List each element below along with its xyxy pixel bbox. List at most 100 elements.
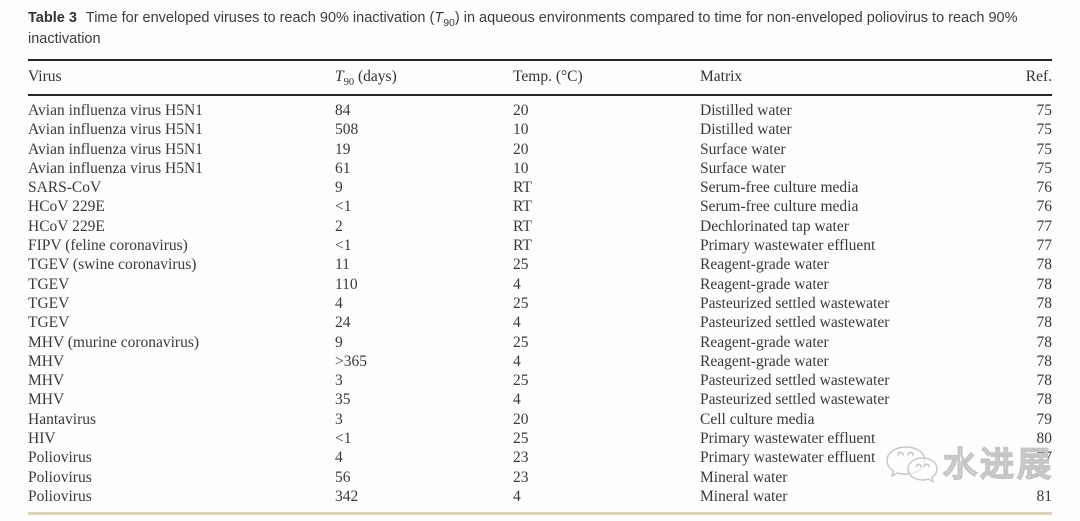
table-cell-t90: >365 (335, 352, 367, 370)
table-cell-ref: 75 (1036, 102, 1053, 119)
table-cell-temp: RT (513, 237, 532, 255)
table-row: HIV <1 25 Primary wastewater effluent 80 (28, 429, 1052, 448)
table-cell-virus: TGEV (28, 294, 70, 312)
table-cell-matrix: Serum-free culture media (700, 198, 859, 216)
table-cell-matrix: Mineral water (700, 487, 788, 505)
table-cell-ref: 75 (1036, 121, 1053, 139)
col-header-matrix: Matrix (700, 59, 1005, 96)
table-cell-t90: 2 (335, 217, 343, 235)
table-row: TGEV 4 25 Pasteurized settled wastewater 78 (28, 294, 1052, 313)
col-header-ref: Ref. (1005, 59, 1052, 96)
bottom-rule (28, 512, 1052, 516)
table-cell-temp: 23 (513, 468, 529, 486)
table-caption: Table 3 Time for enveloped viruses to rea… (28, 8, 1052, 50)
col-header-virus: Virus (28, 59, 335, 96)
table-cell-matrix: Serum-free culture media (700, 179, 859, 197)
table-cell-temp: RT (513, 217, 532, 235)
table-cell-virus: Avian influenza virus H5N1 (28, 121, 203, 139)
table-cell-virus: Avian influenza virus H5N1 (28, 159, 203, 177)
table-cell-t90: <1 (335, 430, 352, 448)
table-cell-t90: <1 (335, 237, 352, 255)
table-cell-ref: 78 (1036, 314, 1053, 332)
table-cell-temp: 4 (513, 314, 521, 332)
table-cell-ref: 78 (1036, 256, 1053, 274)
table-cell-temp: 25 (513, 256, 529, 274)
table-row: Poliovirus 342 4 Mineral water 81 (28, 487, 1052, 512)
table-row: TGEV 110 4 Reagent-grade water 78 (28, 275, 1052, 294)
table-row: Avian influenza virus H5N1 84 20 Distilled … (28, 95, 1052, 120)
table-cell-t90: 9 (335, 179, 343, 197)
table-cell-matrix: Surface water (700, 159, 786, 177)
table-cell-t90: 3 (335, 372, 343, 390)
table-cell-matrix: Reagent-grade water (700, 333, 829, 351)
table-row: HCoV 229E 2 RT Dechlorinated tap water 77 (28, 217, 1052, 236)
table-cell-virus: MHV (murine coronavirus) (28, 333, 200, 351)
table-row: Poliovirus 56 23 Mineral water (28, 468, 1052, 487)
col-header-temp: Temp. (°C) (513, 59, 700, 96)
table-row: TGEV 24 4 Pasteurized settled wastewater 78 (28, 313, 1052, 332)
table-cell-ref: 81 (1036, 487, 1053, 505)
table-cell-matrix: Pasteurized settled wastewater (700, 391, 890, 409)
table-cell-t90: 61 (335, 159, 351, 177)
table-cell-t90: 11 (335, 256, 350, 274)
table-row: Poliovirus 4 23 Primary wastewater effluent… (28, 448, 1052, 467)
table-cell-virus: Hantavirus (28, 410, 97, 428)
table-caption-label: Table 3 (28, 10, 77, 26)
table-cell-temp: 4 (513, 352, 521, 370)
table-cell-temp: 25 (513, 430, 529, 448)
table-cell-virus: Avian influenza virus H5N1 (28, 140, 203, 158)
table-cell-ref: 75 (1036, 140, 1053, 158)
table-cell-temp: 23 (513, 449, 529, 467)
table-cell-matrix: Cell culture media (700, 410, 815, 428)
table-cell-temp: 4 (513, 275, 521, 293)
table-cell-ref: 77 (1036, 449, 1053, 467)
t90-subscript: 90 (443, 16, 455, 29)
table-cell-matrix: Surface water (700, 140, 786, 158)
table-cell-virus: TGEV (28, 314, 70, 332)
table-cell-matrix: Mineral water (700, 468, 788, 486)
table-cell-t90: 3 (335, 410, 343, 428)
table-row: Avian influenza virus H5N1 61 10 Surface wa… (28, 159, 1052, 178)
table-cell-ref: 80 (1036, 430, 1053, 448)
table-cell-matrix: Pasteurized settled wastewater (700, 314, 890, 332)
table-cell-t90: 84 (335, 102, 351, 119)
table-row: Hantavirus 3 20 Cell culture media 79 (28, 410, 1052, 429)
data-table: Virus T90 (days) Temp. (°C) Matrix Ref. … (28, 59, 1052, 512)
table-cell-t90: 4 (335, 294, 343, 312)
table-cell-matrix: Pasteurized settled wastewater (700, 294, 890, 312)
table-cell-ref (1005, 468, 1052, 487)
table-caption-text-before: Time for enveloped viruses to reach 90% … (85, 10, 435, 26)
table-header: Virus T90 (days) Temp. (°C) Matrix Ref. (28, 59, 1052, 96)
table-cell-matrix: Primary wastewater effluent (700, 237, 876, 255)
table-cell-t90: 35 (335, 391, 351, 409)
t90-symbol: T (335, 68, 344, 85)
table-cell-virus: TGEV (swine coronavirus) (28, 256, 197, 274)
table-cell-matrix: Reagent-grade water (700, 275, 829, 293)
t90-subscript: 90 (343, 77, 355, 89)
table-cell-t90: 24 (335, 314, 351, 332)
table-cell-ref: 76 (1036, 198, 1053, 216)
table-cell-virus: SARS-CoV (28, 179, 102, 197)
table-cell-virus: HCoV 229E (28, 217, 105, 235)
table-row: TGEV (swine coronavirus) 11 25 Reagent-grad… (28, 255, 1052, 274)
table-row: Avian influenza virus H5N1 508 10 Distilled… (28, 120, 1052, 139)
table-cell-virus: Avian influenza virus H5N1 (28, 102, 203, 119)
table-cell-virus: HIV (28, 430, 56, 448)
table-cell-temp: RT (513, 198, 532, 216)
table-cell-temp: 25 (513, 333, 529, 351)
table-cell-ref: 78 (1036, 372, 1053, 390)
table-row: MHV 35 4 Pasteurized settled wastewater 78 (28, 390, 1052, 409)
table-row: MHV >365 4 Reagent-grade water 78 (28, 352, 1052, 371)
table-cell-t90: 342 (335, 487, 359, 505)
table-caption-text-after: ) in aqueous environments compared to ti… (28, 10, 1018, 47)
table-cell-matrix: Dechlorinated tap water (700, 217, 849, 235)
table-cell-t90: 56 (335, 468, 351, 486)
table-cell-virus: Poliovirus (28, 487, 92, 505)
table-body: Avian influenza virus H5N1 84 20 Distilled … (28, 95, 1052, 512)
table-row: Avian influenza virus H5N1 19 20 Surface wa… (28, 140, 1052, 159)
table-cell-t90: 508 (335, 121, 359, 139)
table-cell-t90: <1 (335, 198, 352, 216)
col-header-t90: T90 (days) (335, 59, 513, 96)
table-row: FIPV (feline coronavirus) <1 RT Primary was… (28, 236, 1052, 255)
table-cell-ref: 78 (1036, 391, 1053, 409)
